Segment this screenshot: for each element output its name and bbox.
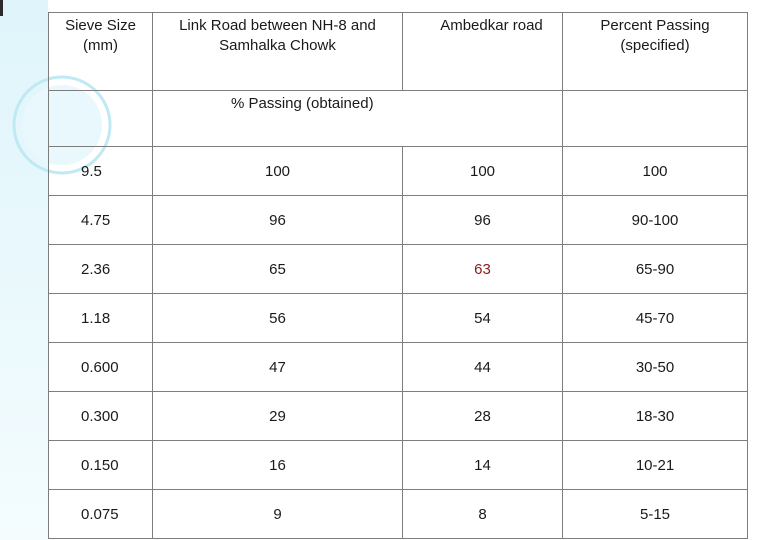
cell-specified: 5-15 [562,489,748,539]
header-ambedkar-road: Ambedkar road [402,12,563,91]
cell-link-road: 16 [152,440,403,490]
header-link-road: Link Road between NH-8 and Samhalka Chow… [152,12,403,91]
cell-sieve: 0.600 [48,342,153,392]
subheader-row: % Passing (obtained) [48,90,748,147]
cell-sieve: 0.150 [48,440,153,490]
cell-sieve: 0.075 [48,489,153,539]
cell-ambedkar: 28 [402,391,563,441]
cell-sieve: 9.5 [48,146,153,196]
cell-sieve: 0.300 [48,391,153,441]
table-row: 2.36 65 63 65-90 [48,244,748,294]
cell-ambedkar: 54 [402,293,563,343]
table-row: 9.5 100 100 100 [48,146,748,196]
cell-sieve: 2.36 [48,244,153,294]
table-row: 0.150 16 14 10-21 [48,440,748,490]
cell-ambedkar: 8 [402,489,563,539]
cell-link-road: 65 [152,244,403,294]
table-row: 1.18 56 54 45-70 [48,293,748,343]
header-row: Sieve Size (mm) Link Road between NH-8 a… [48,12,748,91]
cell-ambedkar: 44 [402,342,563,392]
table-row: 0.600 47 44 30-50 [48,342,748,392]
subheader-empty [48,90,153,147]
cell-link-road: 100 [152,146,403,196]
cell-specified: 90-100 [562,195,748,245]
cell-sieve: 4.75 [48,195,153,245]
cell-link-road: 9 [152,489,403,539]
cell-link-road: 47 [152,342,403,392]
table-row: 4.75 96 96 90-100 [48,195,748,245]
cell-specified: 18-30 [562,391,748,441]
table-row: 0.075 9 8 5-15 [48,489,748,539]
cell-specified: 65-90 [562,244,748,294]
top-edge-mark [0,0,3,16]
cell-ambedkar: 100 [402,146,563,196]
cell-specified: 10-21 [562,440,748,490]
cell-specified: 45-70 [562,293,748,343]
cell-specified: 100 [562,146,748,196]
cell-link-road: 96 [152,195,403,245]
cell-ambedkar-highlighted: 63 [402,244,563,294]
cell-link-road: 56 [152,293,403,343]
header-sieve-size: Sieve Size (mm) [48,12,153,91]
cell-sieve: 1.18 [48,293,153,343]
cell-specified: 30-50 [562,342,748,392]
subheader-passing-obtained: % Passing (obtained) [152,90,563,147]
table-row: 0.300 29 28 18-30 [48,391,748,441]
subheader-empty-right [562,90,748,147]
cell-ambedkar: 14 [402,440,563,490]
cell-ambedkar: 96 [402,195,563,245]
sieve-analysis-table: Sieve Size (mm) Link Road between NH-8 a… [48,12,748,539]
cell-link-road: 29 [152,391,403,441]
header-percent-specified: Percent Passing (specified) [562,12,748,91]
